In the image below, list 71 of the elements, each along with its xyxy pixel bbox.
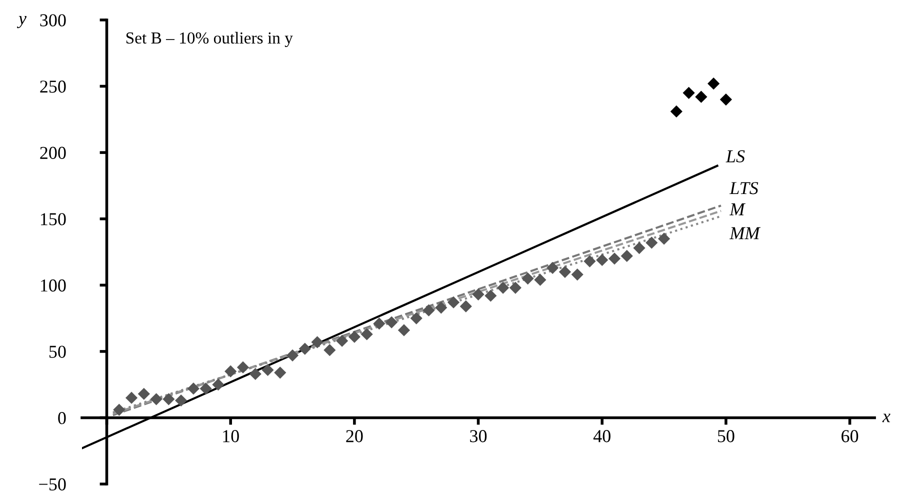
point — [435, 302, 448, 314]
point — [262, 364, 274, 376]
point — [410, 312, 422, 324]
point — [200, 382, 212, 395]
x-axis-title: x — [882, 414, 890, 422]
x-tick-label: 20 — [346, 430, 363, 442]
point — [472, 288, 484, 300]
point — [212, 378, 224, 391]
point — [460, 300, 472, 312]
point — [633, 242, 646, 254]
point — [373, 318, 386, 330]
point — [298, 342, 311, 355]
x-tick-label: 60 — [842, 430, 858, 442]
point — [646, 236, 658, 249]
point — [236, 361, 250, 374]
point — [720, 93, 732, 106]
point — [274, 366, 286, 379]
y-tick-label: 0 — [58, 412, 66, 424]
y-tick-label: 200 — [40, 146, 66, 159]
point — [286, 349, 299, 362]
point — [311, 336, 324, 348]
point — [249, 368, 262, 380]
point — [447, 296, 460, 308]
y-tick-label: 150 — [40, 213, 66, 226]
point — [620, 250, 633, 262]
y-axis-title: y — [16, 16, 27, 28]
point — [584, 255, 596, 268]
x-tick-label: 40 — [593, 430, 610, 442]
point — [558, 266, 572, 278]
point — [348, 330, 360, 343]
point — [708, 78, 720, 90]
series-label: MM — [729, 227, 761, 240]
y-tick-label: 300 — [40, 14, 66, 26]
point — [386, 316, 398, 328]
point — [496, 282, 510, 294]
point — [162, 393, 175, 406]
y-tick-label: 50 — [49, 346, 66, 358]
point — [224, 365, 237, 378]
point — [360, 328, 373, 340]
point — [150, 393, 162, 406]
point — [113, 404, 126, 416]
y-tick-label: −50 — [39, 478, 66, 490]
point — [484, 290, 497, 302]
point — [187, 382, 200, 395]
point — [670, 105, 682, 118]
text: Set B – 10% outliers in y — [126, 32, 293, 48]
point — [534, 274, 546, 286]
x-tick-label: 10 — [223, 430, 239, 442]
x-tick-label: 50 — [718, 430, 734, 442]
point — [658, 232, 670, 245]
point — [596, 254, 608, 266]
point — [509, 282, 522, 294]
x-tick-label: 30 — [470, 430, 487, 442]
series-label: M — [729, 203, 746, 216]
point — [125, 392, 138, 404]
point — [422, 304, 435, 316]
point — [695, 90, 708, 103]
y-tick-label: 250 — [40, 80, 66, 93]
point — [336, 334, 348, 347]
point — [324, 344, 336, 356]
point — [175, 394, 188, 407]
y-tick-label: 100 — [40, 279, 66, 292]
point — [546, 262, 559, 274]
point — [398, 324, 410, 336]
point — [571, 268, 584, 281]
point — [138, 388, 150, 400]
point — [522, 272, 534, 285]
series-label: LS — [726, 150, 745, 162]
point — [608, 252, 621, 265]
point — [682, 86, 695, 99]
series-label: LTS — [729, 182, 758, 194]
